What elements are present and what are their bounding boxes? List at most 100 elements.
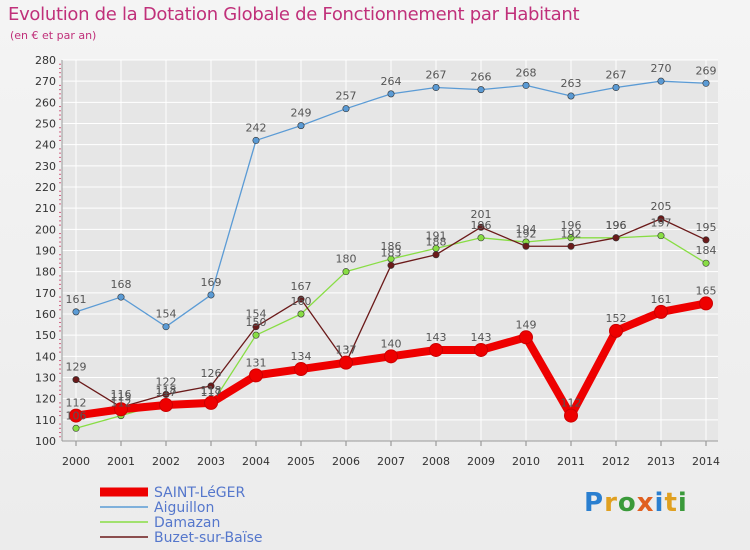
x-tick-label: 2010 — [512, 455, 540, 468]
data-point — [522, 242, 530, 250]
y-tick-label: 210 — [35, 202, 56, 215]
data-point — [72, 308, 80, 316]
data-point — [207, 291, 215, 299]
data-point — [477, 223, 485, 231]
y-tick-label: 150 — [35, 329, 56, 342]
data-point — [432, 84, 440, 92]
data-point — [342, 105, 350, 113]
data-point — [204, 395, 218, 410]
data-point — [297, 122, 305, 130]
logo-letter: i — [677, 488, 688, 518]
data-label: 196 — [606, 219, 627, 232]
legend-label: Aiguillon — [154, 500, 214, 516]
data-label: 268 — [516, 66, 537, 79]
data-label: 137 — [336, 344, 357, 357]
data-point — [477, 234, 485, 242]
data-point — [657, 77, 665, 85]
y-tick-label: 230 — [35, 160, 56, 173]
data-point — [294, 362, 308, 377]
data-label: 195 — [696, 221, 717, 234]
data-point — [612, 234, 620, 242]
data-point — [702, 79, 710, 87]
x-tick-label: 2011 — [557, 455, 585, 468]
data-point — [297, 310, 305, 318]
data-point — [657, 215, 665, 223]
logo-letter: r — [604, 488, 618, 518]
data-point — [564, 408, 578, 423]
data-point — [162, 390, 170, 398]
data-label: 169 — [201, 276, 222, 289]
x-tick-label: 2012 — [602, 455, 630, 468]
data-point — [339, 355, 353, 370]
data-label: 117 — [156, 386, 177, 399]
data-label: 188 — [426, 236, 447, 249]
data-label: 149 — [516, 318, 537, 331]
x-tick-label: 2006 — [332, 455, 360, 468]
data-labels: 161 168 154 169 242 249 257 264 267 266 268 263 267 2… — [66, 62, 717, 422]
data-label: 191 — [426, 229, 447, 242]
data-label: 267 — [606, 69, 627, 82]
data-point — [612, 84, 620, 92]
y-tick-label: 250 — [35, 118, 56, 131]
data-point — [117, 293, 125, 301]
y-tick-label: 280 — [35, 54, 56, 67]
x-tick-label: 2007 — [377, 455, 405, 468]
data-point — [567, 242, 575, 250]
data-label: 266 — [471, 71, 492, 84]
data-point — [429, 342, 443, 357]
data-label: 205 — [651, 200, 672, 213]
proxiti-logo: Proxiti — [584, 488, 688, 518]
legend-item-damazan: Damazan — [100, 515, 220, 531]
data-label: 122 — [156, 375, 177, 388]
data-label: 118 — [201, 384, 222, 397]
data-label: 143 — [426, 331, 447, 344]
data-label: 168 — [111, 278, 132, 291]
data-label: 197 — [651, 217, 672, 230]
data-label: 167 — [291, 280, 312, 293]
data-label: 154 — [246, 308, 267, 321]
data-label: 143 — [471, 331, 492, 344]
data-label: 194 — [516, 223, 537, 236]
data-point — [207, 382, 215, 390]
data-point — [702, 259, 710, 267]
data-point — [72, 424, 80, 432]
data-point — [72, 376, 80, 384]
logo-letter: i — [654, 488, 665, 518]
x-tick-label: 2014 — [692, 455, 720, 468]
x-tick-label: 2005 — [287, 455, 315, 468]
logo-letter: P — [584, 488, 605, 518]
data-point — [567, 234, 575, 242]
data-point — [519, 330, 533, 345]
data-label: 134 — [291, 350, 312, 363]
x-tick-label: 2002 — [152, 455, 180, 468]
data-point — [159, 398, 173, 413]
y-tick-label: 270 — [35, 75, 56, 88]
data-label: 137 — [336, 344, 357, 357]
legend-item-saint-leger: SAINT-LéGER — [100, 485, 246, 501]
data-label: 116 — [111, 388, 132, 401]
data-label: 249 — [291, 107, 312, 120]
data-label: 154 — [156, 308, 177, 321]
data-point — [387, 261, 395, 269]
legend-label: Damazan — [154, 515, 220, 531]
data-label: 140 — [381, 337, 402, 350]
data-label: 270 — [651, 62, 672, 75]
series-group — [69, 77, 713, 432]
data-point — [69, 408, 83, 423]
x-tick-label: 2001 — [107, 455, 135, 468]
data-point — [162, 323, 170, 331]
axes: 100 110 120 130 140 150 160 170 180 190 200 210 220 2… — [35, 54, 720, 468]
data-label: 184 — [696, 244, 717, 257]
chart-subtitle: (en € et par an) — [10, 29, 97, 42]
y-tick-label: 170 — [35, 287, 56, 300]
legend-item-buzet-sur-baise: Buzet-sur-Baïse — [100, 530, 263, 546]
x-tick-label: 2004 — [242, 455, 270, 468]
data-label: 263 — [561, 77, 582, 90]
data-label: 180 — [336, 253, 357, 266]
y-tick-label: 120 — [35, 393, 56, 406]
y-tick-label: 200 — [35, 223, 56, 236]
logo-letter: o — [617, 488, 637, 518]
data-label: 192 — [516, 227, 537, 240]
x-tick-label: 2009 — [467, 455, 495, 468]
data-point — [297, 295, 305, 303]
